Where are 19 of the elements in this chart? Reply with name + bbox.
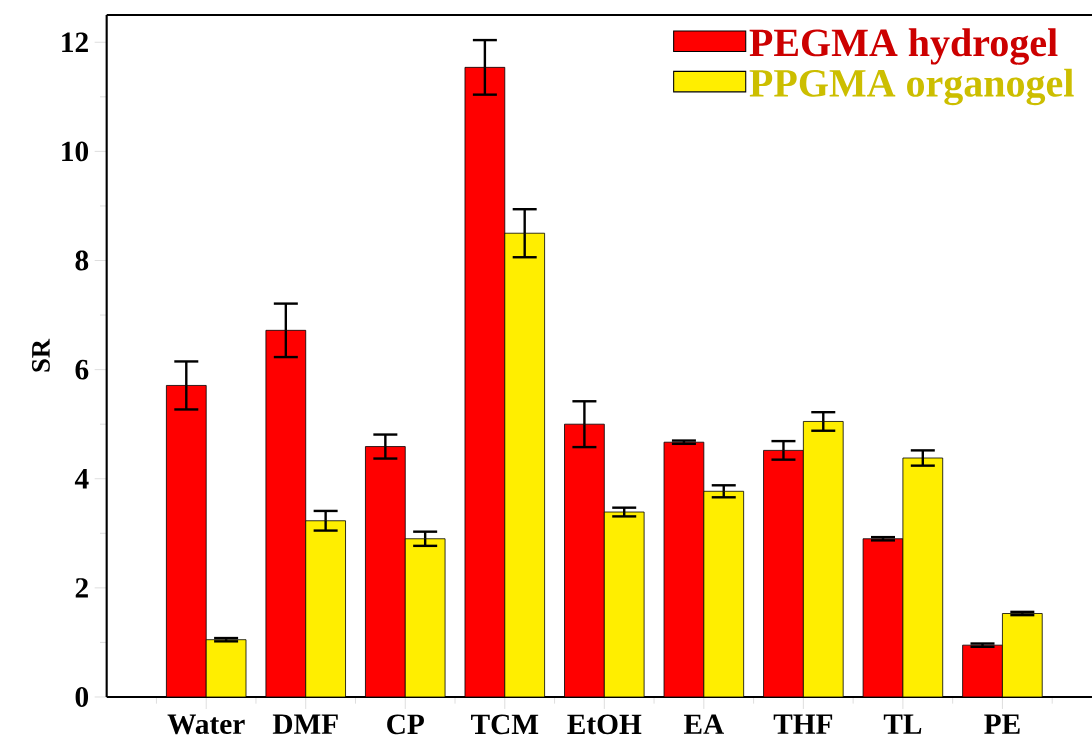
y-tick-label: 4: [74, 469, 89, 489]
x-tick-label: PE: [984, 714, 1020, 734]
x-tick-label: Water: [167, 714, 245, 735]
x-tick-label: CP: [387, 714, 424, 735]
y-tick-label: 6: [75, 359, 89, 380]
x-tick-label: EtOH: [567, 714, 642, 735]
legend-label: PPGMA organogel: [749, 68, 1074, 106]
y-tick-label: 8: [75, 250, 89, 271]
y-tick-label: 0: [75, 687, 89, 707]
y-tick-label: 12: [62, 32, 88, 52]
legend-label: PEGMA hydrogel: [749, 28, 1058, 65]
x-tick-label: TCM: [471, 714, 539, 735]
x-tick-label: THF: [773, 714, 833, 734]
y-tick-label: 2: [75, 578, 88, 598]
y-tick-label: 10: [62, 141, 89, 162]
x-tick-label: TL: [883, 714, 922, 734]
x-tick-label: DMF: [272, 714, 338, 734]
x-tick-label: EA: [683, 714, 725, 734]
y-axis-title: SR: [31, 338, 50, 372]
